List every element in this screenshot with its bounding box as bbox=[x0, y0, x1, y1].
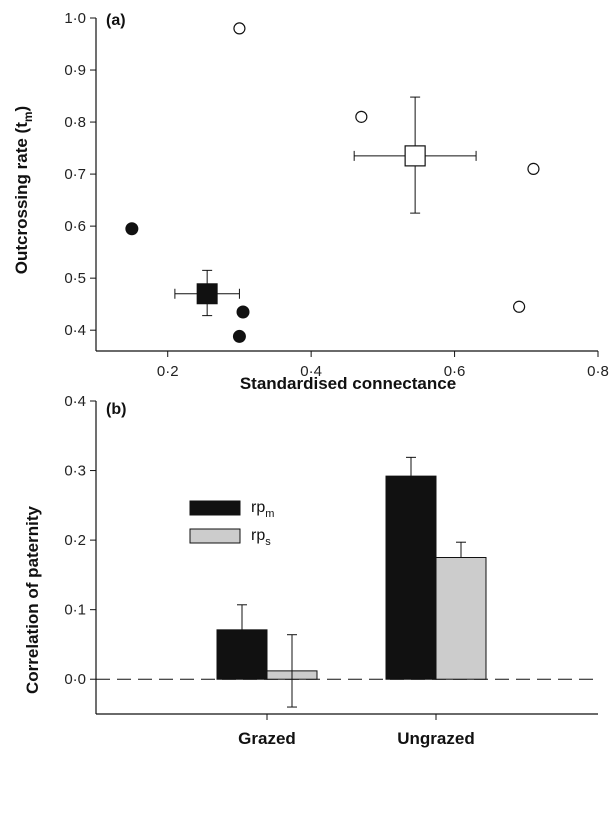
y-tick-label-a: 1·0 bbox=[64, 10, 86, 27]
axes-a bbox=[95, 18, 598, 352]
legend-label-main: rp bbox=[251, 499, 265, 516]
x-tick-label-a: 0·6 bbox=[444, 363, 466, 380]
x-tick-label-a: 0·4 bbox=[300, 363, 322, 380]
bar bbox=[435, 557, 487, 680]
y-tick-label-a: 0·4 bbox=[64, 322, 86, 339]
y-tick-label-a: 0·9 bbox=[64, 62, 86, 79]
y-axis-title-a-sub: m bbox=[21, 111, 35, 122]
x-ticks-a: 0·2 0·4 0·6 0·8 bbox=[157, 351, 609, 380]
x-axis-title-a: Standardised connectance bbox=[240, 374, 456, 393]
open-circle-point bbox=[233, 22, 246, 35]
legend-label-main: rp bbox=[251, 527, 265, 544]
panel-label-a: (a) bbox=[106, 12, 126, 29]
filled-circle-point bbox=[232, 329, 246, 343]
filled-square-mean-point bbox=[196, 283, 218, 305]
open-circle-point bbox=[513, 300, 526, 313]
legend-label-sub: m bbox=[265, 508, 274, 520]
legend-label-sub: s bbox=[265, 536, 271, 548]
y-tick-label-a: 0·6 bbox=[64, 218, 86, 235]
x-category-label: Grazed bbox=[238, 729, 296, 748]
y-tick-label-b: 0·4 bbox=[64, 395, 86, 410]
bar bbox=[216, 629, 268, 680]
y-axis-title-a-close: ) bbox=[12, 106, 31, 112]
x-ticks-b: Grazed Ungrazed bbox=[238, 714, 475, 748]
y-tick-label-a: 0·8 bbox=[64, 114, 86, 131]
y-tick-label-b: 0·0 bbox=[64, 671, 86, 688]
chart-b-bar: (b) 0·00·10·20·30·4 Grazed Ungrazed rpmrp… bbox=[23, 395, 598, 748]
y-axis-title-b: Correlation of paternity bbox=[23, 505, 42, 694]
y-tick-label-a: 0·7 bbox=[64, 166, 86, 183]
legend-swatch bbox=[189, 528, 241, 544]
filled-circle-point bbox=[125, 222, 139, 236]
bars-b bbox=[216, 456, 487, 708]
axes-b bbox=[95, 401, 598, 715]
x-tick-label-a: 0·2 bbox=[157, 363, 179, 380]
open-circle-point bbox=[355, 110, 368, 123]
y-tick-label-a: 0·5 bbox=[64, 270, 86, 287]
y-tick-label-b: 0·2 bbox=[64, 532, 86, 549]
x-tick-label-a: 0·8 bbox=[587, 363, 609, 380]
bar bbox=[385, 475, 437, 680]
y-ticks-b: 0·0 0·1 0·2 0·3 0·4 bbox=[64, 395, 96, 688]
open-circle-point bbox=[527, 162, 540, 175]
panel-label-b: (b) bbox=[106, 401, 126, 418]
data-points-a bbox=[125, 22, 540, 343]
y-ticks-a: 0·4 0·5 0·6 0·7 0·8 0·9 1·0 bbox=[64, 10, 96, 339]
y-axis-title-a: Outcrossing rate (tm) bbox=[12, 106, 35, 274]
y-tick-label-b: 0·1 bbox=[64, 602, 86, 619]
legend-label: rpm bbox=[251, 499, 274, 520]
y-tick-label-b: 0·3 bbox=[64, 463, 86, 480]
y-axis-title-a-main: Outcrossing rate (t bbox=[12, 122, 31, 274]
open-square-mean-point bbox=[404, 145, 426, 167]
filled-circle-point bbox=[236, 305, 250, 319]
legend-swatch bbox=[189, 500, 241, 516]
chart-a-scatter: (a) 0·2 0·4 0·6 0·8 0·4 0·5 0·6 0·7 0·8 0·9 1·0 S… bbox=[12, 10, 609, 393]
x-category-label: Ungrazed bbox=[397, 729, 474, 748]
legend-label: rps bbox=[251, 527, 271, 548]
